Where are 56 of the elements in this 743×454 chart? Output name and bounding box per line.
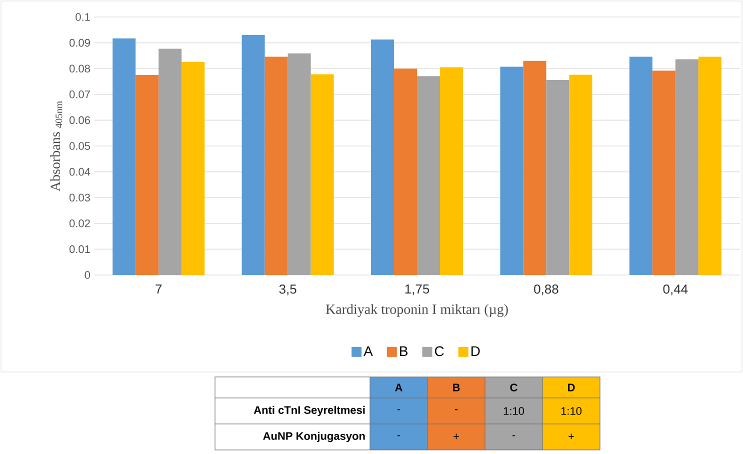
- bar: [242, 35, 265, 275]
- y-tick-label: 0.1: [76, 13, 90, 21]
- legend-label: A: [364, 346, 373, 356]
- text: -: [397, 409, 400, 410]
- bar: [371, 39, 394, 275]
- y-tick-label: 0.04: [69, 168, 90, 176]
- text: -: [397, 435, 400, 436]
- text: +: [454, 434, 459, 440]
- text: D: [568, 384, 575, 392]
- text: AuNP Konjugasyon: [263, 432, 365, 442]
- text: +: [568, 434, 574, 440]
- legend-label: D: [471, 346, 480, 356]
- bar: [182, 62, 205, 275]
- bar: [158, 48, 182, 275]
- text: C: [510, 384, 518, 392]
- bar: [112, 38, 136, 275]
- x-tick-label: 7: [156, 284, 162, 294]
- text: A: [395, 384, 402, 392]
- x-tick-label: 0,44: [663, 284, 688, 296]
- x-tick-label: 3,5: [279, 284, 296, 296]
- legend-label: C: [434, 346, 444, 356]
- legend-label: B: [400, 346, 408, 356]
- bar: [546, 80, 570, 275]
- x-tick-label: 0,88: [534, 284, 558, 296]
- bar: [500, 66, 524, 275]
- text: -: [512, 435, 516, 436]
- y-tick-label: 0: [84, 271, 90, 279]
- bar: [417, 76, 440, 275]
- bar: [675, 59, 698, 275]
- y-tick-label: 0.03: [69, 194, 90, 202]
- y-tick-label: 0.02: [69, 220, 90, 228]
- bar: [698, 56, 722, 275]
- y-axis-title: Absorbans $_{405nm}$: [50, 101, 62, 192]
- bar: [652, 70, 676, 275]
- bar: [523, 60, 546, 275]
- text: Anti cTnI Seyreltmesi: [254, 406, 365, 416]
- x-axis-title: Kardiyak troponin I miktarı (µg): [326, 304, 508, 317]
- bar: [629, 56, 652, 275]
- text: 1:10: [561, 407, 582, 415]
- y-tick-label: 0.08: [69, 64, 90, 72]
- y-tick-label: 0.06: [69, 116, 90, 124]
- text: B: [453, 384, 460, 392]
- y-tick-label: 0.01: [69, 245, 90, 254]
- text: 1:10: [504, 407, 524, 415]
- bar: [569, 74, 592, 275]
- bar: [288, 53, 311, 275]
- y-tick-label: 0.09: [69, 38, 90, 47]
- bar: [264, 56, 288, 275]
- y-tick-label: 0.07: [69, 90, 90, 98]
- bar: [440, 67, 464, 275]
- x-tick-label: 1,75: [405, 284, 430, 296]
- y-tick-label: 0.05: [69, 142, 90, 150]
- text: -: [454, 409, 458, 410]
- bar: [136, 75, 159, 275]
- bar: [394, 68, 418, 275]
- bar: [310, 74, 334, 275]
